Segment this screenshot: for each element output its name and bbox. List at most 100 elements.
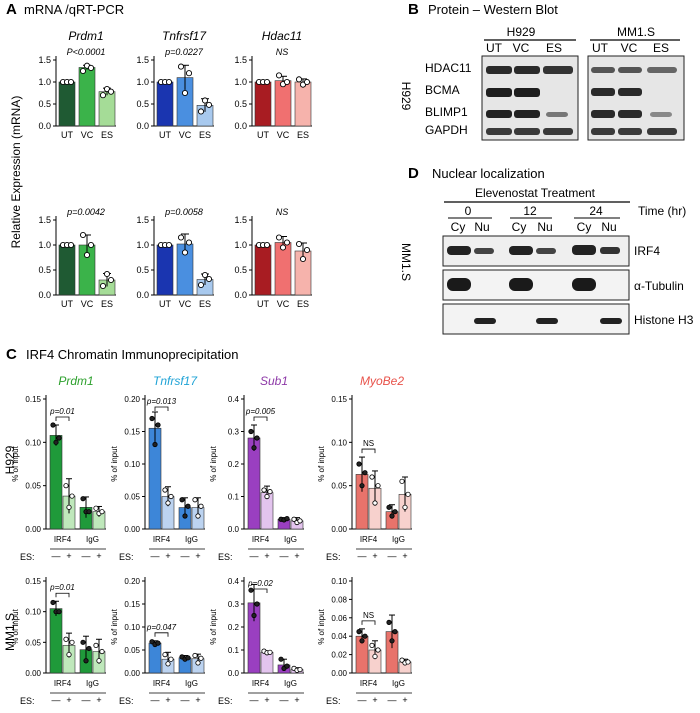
group-label: IgG (86, 535, 99, 544)
es-sign: — (358, 695, 367, 705)
data-point (359, 638, 365, 644)
group-label: IgG (392, 679, 405, 688)
y-tick-label: 0.10 (124, 460, 140, 469)
data-point (168, 656, 174, 662)
data-point (284, 515, 290, 522)
band (618, 88, 642, 96)
es-label: ES: (119, 552, 134, 562)
es-label: ES: (218, 552, 233, 562)
band (618, 110, 642, 118)
group-label: IRF4 (54, 535, 72, 544)
western-blot-d: Elevenostat Treatment 0 12 24 Time (hr) … (442, 186, 694, 335)
y-tick-label: 0.3 (228, 428, 240, 437)
data-point (263, 78, 271, 86)
data-point (79, 231, 87, 239)
data-point (267, 489, 273, 495)
y-axis-label: % of input (110, 445, 119, 481)
band (591, 110, 615, 118)
bar (58, 81, 76, 127)
band (618, 67, 642, 73)
chart-title: Sub1 (260, 374, 288, 388)
data-point (297, 666, 303, 673)
es-sign: + (264, 551, 269, 561)
data-point (261, 487, 267, 493)
data-point (197, 281, 205, 289)
band (486, 88, 512, 97)
y-tick-label: 0.10 (25, 608, 41, 617)
data-point (297, 518, 303, 524)
bar (58, 244, 76, 296)
band (536, 248, 556, 254)
y-tick-label: 1.0 (38, 77, 51, 87)
group-label: IRF4 (54, 679, 72, 688)
data-point (69, 639, 75, 645)
data-point (99, 92, 107, 99)
data-point (162, 651, 168, 658)
band (600, 318, 622, 324)
significance-bracket (361, 620, 376, 625)
panel-a-ylabel: Relative Expression (mRNA) (9, 96, 23, 249)
band (474, 248, 494, 254)
data-point (405, 659, 411, 665)
data-point (63, 636, 69, 642)
y-tick-label: 0.00 (25, 669, 41, 678)
y-tick-label: 0.0 (38, 290, 51, 300)
data-point (86, 509, 92, 515)
y-tick-label: 0.05 (124, 493, 140, 502)
panel-c-letter: C (6, 346, 17, 363)
es-sign: + (294, 695, 299, 705)
data-point (248, 587, 254, 593)
blot-d-treatment: Elevenostat Treatment (475, 186, 596, 200)
y-tick-label: 0.05 (124, 646, 140, 655)
band (509, 246, 533, 255)
data-point (152, 441, 158, 448)
y-tick-label: 0.02 (331, 651, 347, 660)
es-sign: — (181, 695, 190, 705)
band (572, 245, 596, 255)
es-sign: + (294, 551, 299, 561)
data-point (267, 649, 273, 655)
significance-label: NS (363, 439, 374, 448)
x-tick-label: VC (81, 299, 94, 309)
blot-d-time: 24 (589, 204, 603, 218)
y-axis-label: % of input (317, 445, 326, 481)
blot-d-lane: Cy (451, 220, 466, 234)
data-point (251, 445, 257, 451)
band (514, 128, 540, 135)
band (543, 128, 573, 135)
y-axis-label: % of input (209, 445, 218, 481)
band (572, 278, 596, 291)
data-point (392, 628, 398, 635)
blot-d-frame-histone (442, 303, 630, 335)
data-point (283, 239, 291, 246)
significance-label: p=0.02 (247, 579, 273, 588)
y-tick-label: 0.20 (124, 395, 140, 404)
significance-label: p=0.013 (146, 397, 177, 406)
y-tick-label: 0.3 (228, 600, 240, 609)
panel-b-letter: B (408, 1, 419, 18)
data-point (198, 655, 204, 661)
data-point (99, 282, 107, 290)
data-point (386, 504, 392, 510)
chart-title: Prdm1 (68, 29, 103, 43)
data-point (162, 487, 168, 493)
panel-a-row-label-h929: H929 (399, 82, 413, 111)
x-tick-label: ES (199, 299, 211, 309)
data-point (372, 500, 378, 506)
panel-c-row-label-h929: H929 (3, 445, 17, 474)
data-point (80, 639, 86, 645)
es-sign: + (66, 551, 71, 561)
es-sign: — (250, 695, 259, 705)
data-point (402, 504, 408, 510)
es-label: ES: (326, 552, 341, 562)
x-tick-label: VC (277, 299, 290, 309)
data-point (181, 89, 189, 97)
data-point (284, 663, 290, 669)
data-point (405, 491, 411, 497)
group-label: IgG (392, 535, 405, 544)
data-point (278, 656, 284, 662)
blot-b-group-h929: H929 (507, 25, 536, 39)
data-point (359, 483, 365, 489)
y-tick-label: 0.0 (38, 121, 51, 131)
data-point (192, 497, 198, 503)
